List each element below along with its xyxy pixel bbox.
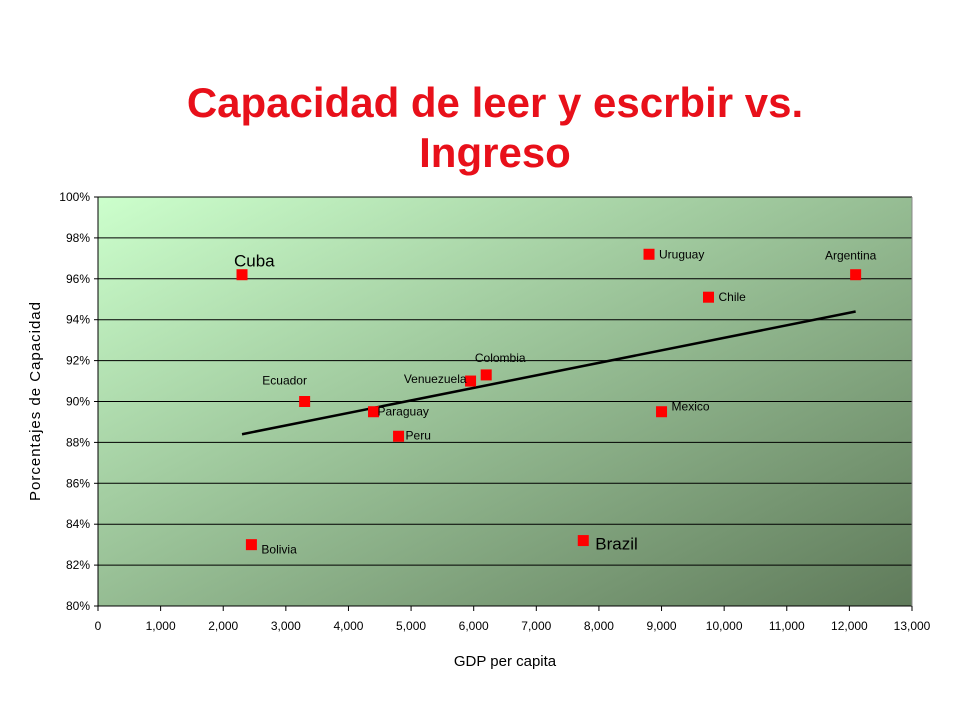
x-tick-label: 7,000 [521, 619, 551, 633]
x-tick-label: 3,000 [271, 619, 301, 633]
y-tick-label: 82% [66, 558, 90, 572]
x-tick-label: 10,000 [706, 619, 743, 633]
x-tick-label: 5,000 [396, 619, 426, 633]
tick-labels: 80% 82% 84% 86% 88% 90% 92% 94% 96% 98% 100% 0 1,000… [59, 190, 930, 633]
y-tick-label: 94% [66, 313, 90, 327]
data-point-argentina [850, 269, 862, 281]
y-tick-label: 96% [66, 272, 90, 286]
data-point-bolivia [245, 539, 257, 551]
axes [94, 196, 913, 611]
data-point-paraguay [368, 406, 380, 418]
y-tick-label: 88% [66, 435, 90, 449]
point-label-mexico: Mexico [672, 400, 710, 414]
slide-title-line2: Ingreso [419, 129, 571, 176]
y-tick-label: 98% [66, 231, 90, 245]
x-tick-label: 9,000 [647, 619, 677, 633]
point-label-peru: Peru [406, 428, 431, 442]
x-axis-title: GDP per capita [454, 653, 557, 670]
y-tick-label: 80% [66, 599, 90, 613]
x-tick-label: 4,000 [333, 619, 363, 633]
slide-title: Capacidad de leer y escrbir vs. Ingreso [0, 78, 960, 178]
point-label-chile: Chile [719, 290, 747, 304]
x-tick-label: 12,000 [831, 619, 868, 633]
point-label-uruguay: Uruguay [659, 247, 704, 261]
y-tick-label: 92% [66, 354, 90, 368]
x-tick-label: 8,000 [584, 619, 614, 633]
data-point-venuezuela [465, 375, 477, 387]
x-tick-label: 6,000 [459, 619, 489, 633]
y-tick-label: 86% [66, 476, 90, 490]
data-point-peru [393, 430, 405, 442]
y-tick-label: 90% [66, 395, 90, 409]
point-label-brazil: Brazil [595, 535, 638, 554]
x-tick-label: 2,000 [208, 619, 238, 633]
data-point-colombia [480, 369, 492, 381]
slide-title-line1: Capacidad de leer y escrbir vs. [186, 79, 804, 126]
data-point-chile [703, 291, 714, 303]
x-tick-label: 0 [95, 619, 102, 633]
x-tick-label: 13,000 [894, 619, 931, 633]
trendline [241, 310, 856, 436]
point-label-argentina: Argentina [825, 249, 877, 263]
y-tick-label: 100% [59, 190, 90, 204]
data-point-brazil [577, 535, 589, 547]
trendline-group [241, 310, 856, 436]
data-points: Cuba Bolivia Ecuador Paraguay Peru Venuezuela… [234, 247, 877, 556]
point-label-paraguay: Paraguay [378, 405, 429, 419]
data-point-ecuador [299, 396, 311, 407]
point-label-cuba: Cuba [234, 252, 275, 271]
x-tick-label: 11,000 [769, 619, 805, 633]
point-label-bolivia: Bolivia [261, 543, 297, 557]
gridlines [98, 196, 912, 607]
data-point-uruguay [643, 248, 655, 260]
point-label-colombia: Colombia [475, 351, 526, 365]
y-axis-title: Porcentajes de Capacidad [27, 301, 44, 501]
y-tick-label: 84% [66, 517, 90, 531]
data-point-cuba [236, 269, 248, 281]
data-point-mexico [656, 406, 668, 418]
point-label-ecuador: Ecuador [262, 374, 307, 388]
x-tick-label: 1,000 [146, 619, 176, 633]
point-label-venuezuela: Venuezuela [404, 372, 467, 386]
